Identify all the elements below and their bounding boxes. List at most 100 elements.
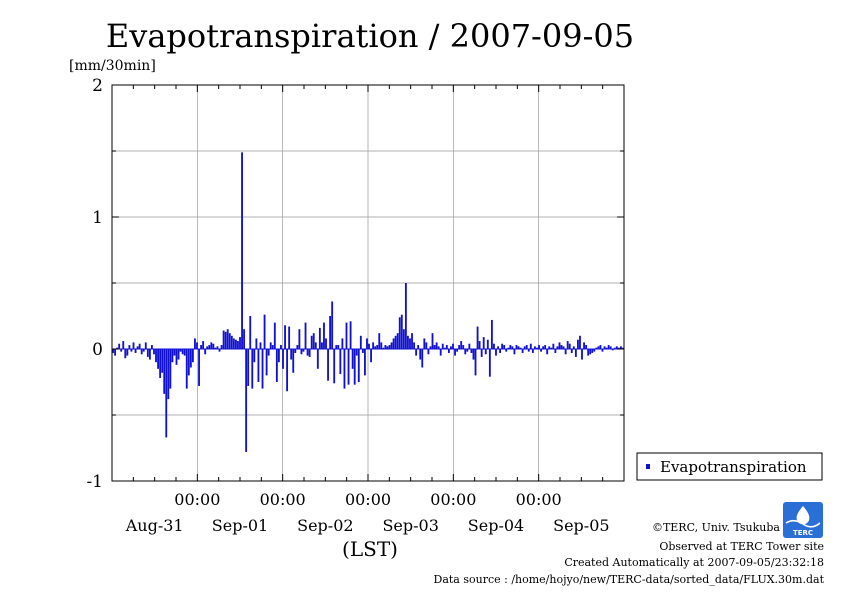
bar bbox=[411, 333, 413, 349]
bar bbox=[140, 349, 143, 355]
bar bbox=[493, 343, 495, 349]
bar bbox=[327, 349, 329, 381]
bar bbox=[132, 342, 135, 349]
bar bbox=[617, 347, 620, 349]
observed-at-text: Observed at TERC Tower site bbox=[659, 540, 824, 553]
bar bbox=[568, 343, 571, 349]
bar bbox=[148, 349, 151, 360]
bar bbox=[570, 349, 573, 353]
bar bbox=[204, 349, 207, 355]
bar bbox=[566, 341, 569, 349]
bar bbox=[476, 326, 479, 349]
x-axis-label: (LST) bbox=[342, 537, 398, 561]
bar bbox=[286, 349, 289, 392]
bar bbox=[562, 346, 565, 349]
bar bbox=[589, 349, 592, 355]
bar bbox=[595, 347, 598, 349]
bar bbox=[144, 342, 147, 349]
bar bbox=[423, 338, 426, 349]
copyright-text: ©TERC, Univ. Tsukuba bbox=[652, 521, 780, 534]
bar bbox=[308, 349, 311, 357]
bar bbox=[173, 349, 176, 356]
bar bbox=[146, 349, 149, 357]
bar bbox=[296, 345, 299, 349]
bar bbox=[323, 322, 325, 349]
y-tick-label: 0 bbox=[92, 340, 103, 360]
bar bbox=[482, 337, 485, 349]
bar bbox=[507, 347, 510, 349]
bar bbox=[572, 346, 575, 349]
x-tick-label-midnight: 00:00 bbox=[260, 490, 306, 509]
bar bbox=[161, 349, 164, 373]
bar bbox=[183, 349, 186, 356]
bar bbox=[591, 349, 594, 353]
bar bbox=[138, 343, 141, 349]
bar bbox=[540, 349, 542, 352]
bar bbox=[533, 346, 536, 349]
bar bbox=[177, 349, 180, 360]
bar bbox=[337, 345, 340, 349]
bar bbox=[343, 349, 346, 389]
bar bbox=[394, 335, 397, 349]
bar bbox=[386, 346, 389, 349]
bar bbox=[222, 330, 225, 349]
bar bbox=[187, 349, 190, 376]
bar bbox=[470, 349, 473, 353]
bar bbox=[552, 343, 555, 349]
bar bbox=[378, 333, 381, 349]
bar bbox=[196, 342, 198, 349]
bar bbox=[529, 343, 532, 349]
bar bbox=[321, 342, 323, 349]
bar bbox=[407, 335, 409, 349]
bar bbox=[587, 349, 590, 356]
bar bbox=[517, 346, 520, 349]
bar bbox=[531, 349, 534, 353]
bar bbox=[316, 349, 319, 369]
bar bbox=[480, 349, 483, 357]
logo-text: TERC bbox=[793, 529, 813, 537]
created-at-text: Created Automatically at 2007-09-05/23:3… bbox=[564, 556, 824, 569]
bar bbox=[134, 349, 137, 353]
legend-label: Evapotranspiration bbox=[660, 458, 807, 476]
bar bbox=[163, 349, 166, 394]
legend: Evapotranspiration bbox=[636, 452, 823, 481]
bar bbox=[437, 346, 440, 349]
bar bbox=[398, 317, 401, 349]
bar bbox=[374, 346, 377, 349]
bar bbox=[550, 347, 553, 349]
bar bbox=[353, 349, 356, 385]
bar bbox=[611, 349, 614, 351]
bar bbox=[542, 346, 545, 349]
bar bbox=[503, 345, 506, 349]
bar bbox=[171, 349, 174, 363]
y-tick-label: 1 bbox=[92, 208, 103, 228]
bar bbox=[452, 343, 454, 349]
bar bbox=[382, 347, 385, 349]
bar bbox=[282, 349, 284, 369]
bar bbox=[558, 342, 561, 349]
bar bbox=[622, 347, 624, 349]
bar bbox=[155, 349, 157, 363]
bar-series bbox=[112, 152, 624, 452]
bar bbox=[601, 349, 604, 352]
bar bbox=[237, 341, 239, 349]
bar bbox=[112, 349, 114, 353]
bar bbox=[556, 346, 559, 349]
bar bbox=[273, 322, 276, 349]
bar bbox=[263, 314, 266, 349]
wave-icon bbox=[785, 519, 821, 528]
bar bbox=[345, 322, 348, 349]
bar bbox=[255, 338, 258, 349]
bar bbox=[484, 349, 487, 355]
bar bbox=[505, 349, 508, 352]
bar bbox=[214, 347, 217, 349]
bar bbox=[271, 345, 274, 349]
bar bbox=[314, 342, 317, 349]
bar bbox=[402, 329, 405, 349]
bar bbox=[392, 338, 395, 349]
y-axis-unit-label: [mm/30min] bbox=[69, 58, 156, 74]
y-tick-label: -1 bbox=[86, 472, 103, 492]
bar bbox=[257, 349, 260, 382]
bar bbox=[253, 349, 256, 363]
